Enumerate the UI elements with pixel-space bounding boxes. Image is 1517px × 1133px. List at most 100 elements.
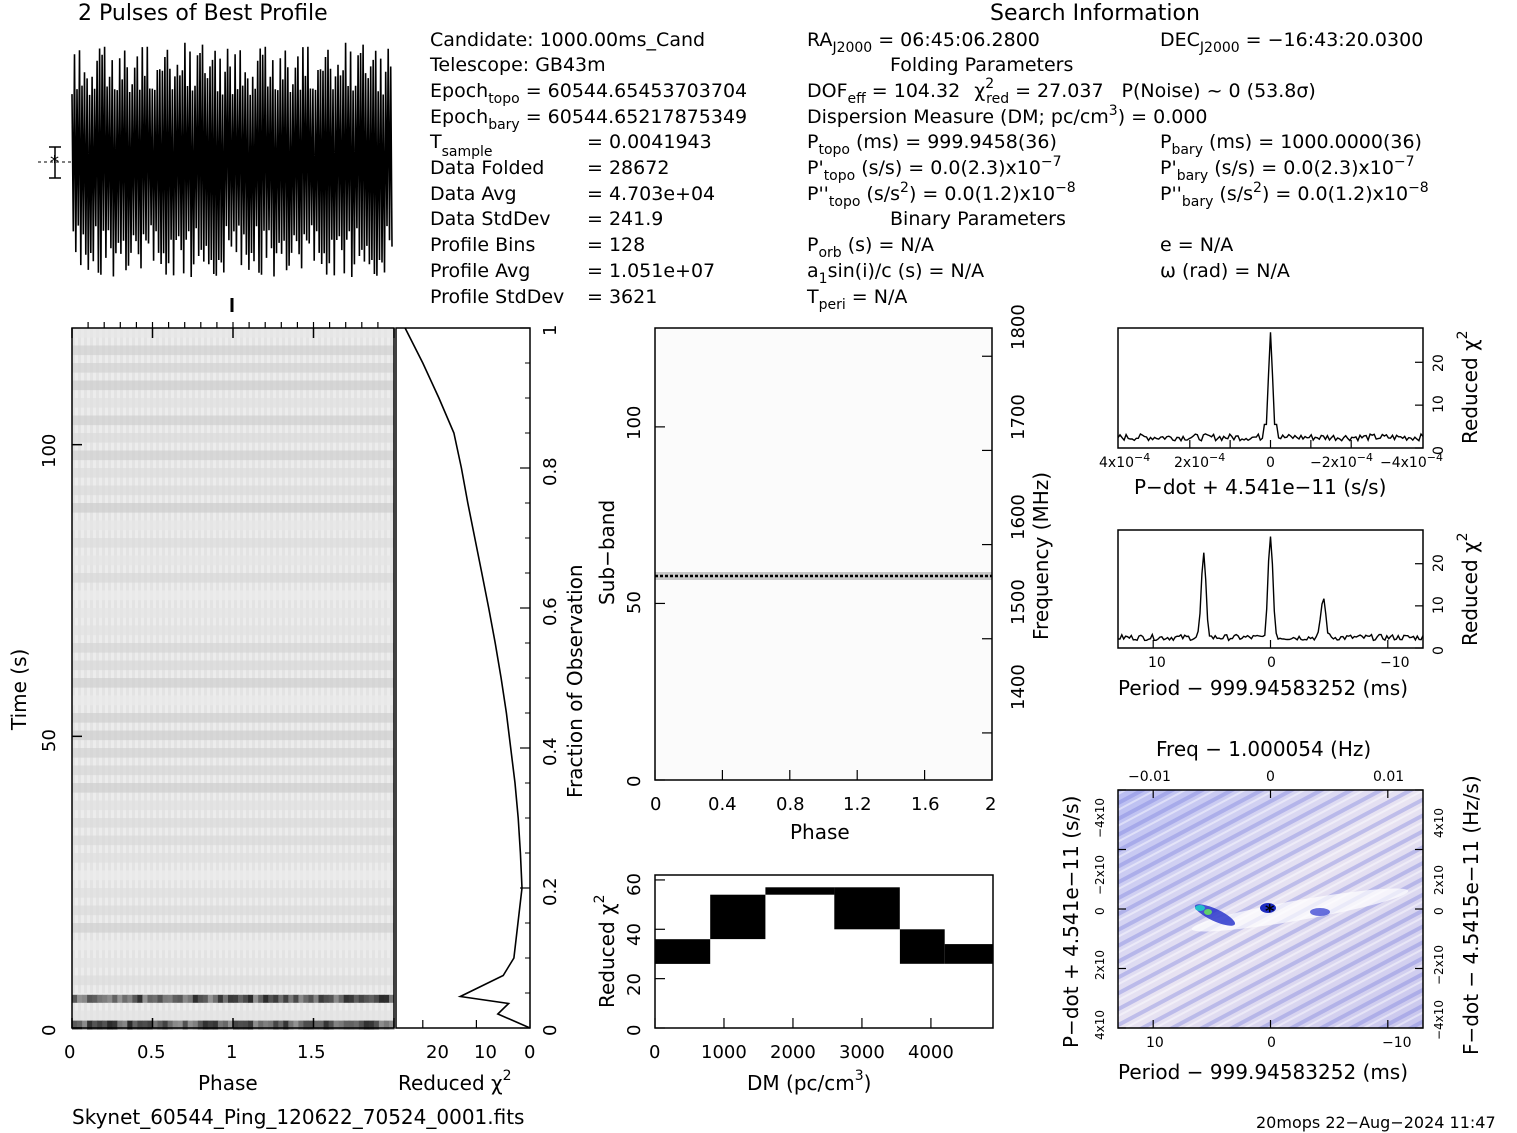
- sb-phase-tick-5: 2: [985, 794, 996, 815]
- pdot-x-exp-4: −4: [1427, 451, 1443, 464]
- period-y-label: Reduced χ: [1458, 541, 1482, 646]
- pdot-x-tick-4: −4x10: [1380, 455, 1427, 471]
- pdot-y-sup: 2: [1455, 330, 1471, 339]
- tsample-label: T: [429, 131, 442, 153]
- time-tick-0: 0: [39, 1025, 60, 1036]
- chi-time-frame: [395, 327, 531, 1029]
- pdtopo-exp: −7: [1041, 154, 1062, 170]
- profile-title: 2 Pulses of Best Profile: [78, 1, 328, 26]
- ppd-left-tick-2: 0: [1093, 907, 1107, 915]
- pdot-y-tick-2: 20: [1431, 354, 1447, 372]
- epoch-topo-value: = 60544.65453703704: [526, 80, 747, 102]
- tperi-sub: peri: [819, 297, 846, 313]
- pddtopo-exp: −8: [1055, 180, 1076, 196]
- binary-params-heading: Binary Parameters: [890, 208, 1066, 230]
- period-x-tick-1: 0: [1267, 655, 1276, 671]
- profile-plot: *: [38, 42, 393, 312]
- epoch-bary-value: = 60544.65217875349: [526, 106, 747, 128]
- ppd-left-tick-1: −2x10: [1093, 855, 1107, 895]
- svg-text:Tsample: Tsample: [429, 131, 493, 160]
- pdot-x-exp-3: −4: [1357, 451, 1373, 464]
- svg-text:DECJ2000= −16:43:20.0300: DECJ2000 = −16:43:20.0300: [1160, 29, 1423, 56]
- pnoise-value: P(Noise) ~ 0 (53.8σ): [1122, 80, 1316, 102]
- svg-text:P''topo(s/s2) = 0.0(1.2)x10−8: P''topo (s/s2) = 0.0(1.2)x10−8: [807, 180, 1076, 210]
- period-ticks: [1152, 563, 1423, 649]
- search-info-title: Search Information: [990, 1, 1200, 26]
- time-phase-ticks: [71, 322, 395, 1029]
- period-frame: [1117, 529, 1424, 649]
- ppd-right-tick-0: −4x10: [1432, 1000, 1446, 1040]
- frac-tick-1: 0.2: [540, 877, 561, 906]
- ppd-fdot-label: F−dot − 4.5415e−11 (Hz/s): [1459, 775, 1483, 1055]
- best-candidate-marker: *: [1265, 901, 1275, 922]
- profile-std-value: = 3621: [587, 286, 657, 308]
- chi-x-tick-2: 0: [524, 1042, 535, 1063]
- dm-steps: [655, 887, 993, 964]
- freq-top-tick-0: −0.01: [1128, 769, 1171, 785]
- pdot-x-exp-0: −4: [1134, 451, 1150, 464]
- chi-sub: red: [986, 91, 1009, 107]
- pddtopo-value: (s/s: [866, 183, 900, 205]
- period-x-tick-0: 10: [1148, 655, 1166, 671]
- fraction-axis-label: Fraction of Observation: [563, 564, 587, 798]
- ecc-value: e = N/A: [1160, 234, 1233, 256]
- svg-text:−4x10−4: −4x10−4: [1380, 451, 1443, 471]
- footer-stamp: 20mops 22−Aug−2024 11:47: [1256, 1113, 1496, 1132]
- svg-text:DM (pc/cm3): DM (pc/cm3): [747, 1068, 871, 1095]
- pdot-plot: 4x10−4 2x10−4 0 −2x10−4 −4x10−4 P−dot + …: [1099, 327, 1482, 499]
- sb-phase-tick-4: 1.6: [911, 794, 940, 815]
- sb-phase-tick-0: 0: [650, 794, 661, 815]
- period-line: [1118, 536, 1424, 642]
- frac-tick-4: 0.8: [540, 457, 561, 486]
- pdot-x-tick-1: 2x10: [1174, 455, 1209, 471]
- pddbary-exp: −8: [1408, 180, 1429, 196]
- dm-step-5: [944, 944, 993, 964]
- pddtopo-sup: 2: [900, 180, 909, 196]
- pdtopo-value: (s/s) = 0.0(2.3)x10: [861, 157, 1041, 179]
- period-y-tick-0: 0: [1431, 646, 1447, 655]
- dof-value: = 104.32: [872, 80, 960, 102]
- pdot-y-tick-0: 0: [1431, 446, 1447, 455]
- phase-tick-2: 1: [226, 1042, 237, 1063]
- profile-bins-value: = 128: [587, 234, 645, 256]
- pdot-y-tick-1: 10: [1431, 395, 1447, 413]
- chi-time-line: [404, 327, 531, 1029]
- time-axis-label: Time (s): [7, 649, 31, 731]
- pbary-value: (ms) = 1000.0000(36): [1209, 131, 1422, 153]
- ppd-features: [1191, 888, 1409, 932]
- frequency-axis-label: Frequency (MHz): [1029, 472, 1053, 640]
- profile-errorbar: *: [38, 146, 72, 179]
- freq-tick-2: 1600: [1008, 494, 1029, 540]
- candidate-line: Candidate: 1000.00ms_Cand: [430, 29, 705, 51]
- subband-tick-0: 0: [624, 776, 645, 787]
- pdot-x-exp-1: −4: [1209, 451, 1225, 464]
- dm-y-label: Reduced χ: [595, 903, 619, 1008]
- svg-text:Dispersion Measure (DM; pc/cm3: Dispersion Measure (DM; pc/cm3) = 0.000: [807, 103, 1208, 128]
- ppd-right-tick-3: 2x10: [1432, 865, 1446, 895]
- ppd-left-tick-3: 2x10: [1093, 950, 1107, 980]
- dof-label: DOF: [807, 80, 848, 102]
- tsample-sub: sample: [442, 144, 493, 160]
- epoch-topo-label: Epoch: [430, 80, 488, 102]
- freq-tick-4: 1800: [1008, 304, 1029, 350]
- svg-text:P''bary(s/s2) = 0.0(1.2)x10−8: P''bary (s/s2) = 0.0(1.2)x10−8: [1160, 180, 1429, 210]
- asini-sub: 1: [819, 271, 828, 287]
- folding-params-heading: Folding Parameters: [890, 54, 1073, 76]
- subband-frame: [654, 327, 993, 781]
- svg-text:RAJ2000= 06:45:06.2800: RAJ2000 = 06:45:06.2800: [807, 29, 1040, 56]
- pdot-axis-label: P−dot + 4.541e−11 (s/s): [1134, 475, 1386, 499]
- ra-label: RA: [807, 29, 832, 51]
- data-folded-label: Data Folded: [430, 157, 544, 179]
- ppd-right-tick-2: 0: [1432, 907, 1446, 915]
- dm-axis-sup: 3: [855, 1068, 864, 1084]
- chi-x-label: Reduced χ: [398, 1071, 503, 1095]
- profile-avg-value: = 1.051e+07: [587, 260, 715, 282]
- period-y-tick-1: 10: [1431, 596, 1447, 614]
- omega-value: ω (rad) = N/A: [1160, 260, 1290, 282]
- chi-sup: 2: [985, 76, 994, 92]
- period-axis-label: Period − 999.94583252 (ms): [1118, 676, 1408, 700]
- period-y-tick-2: 20: [1431, 554, 1447, 572]
- time-tick-1: 50: [39, 729, 60, 752]
